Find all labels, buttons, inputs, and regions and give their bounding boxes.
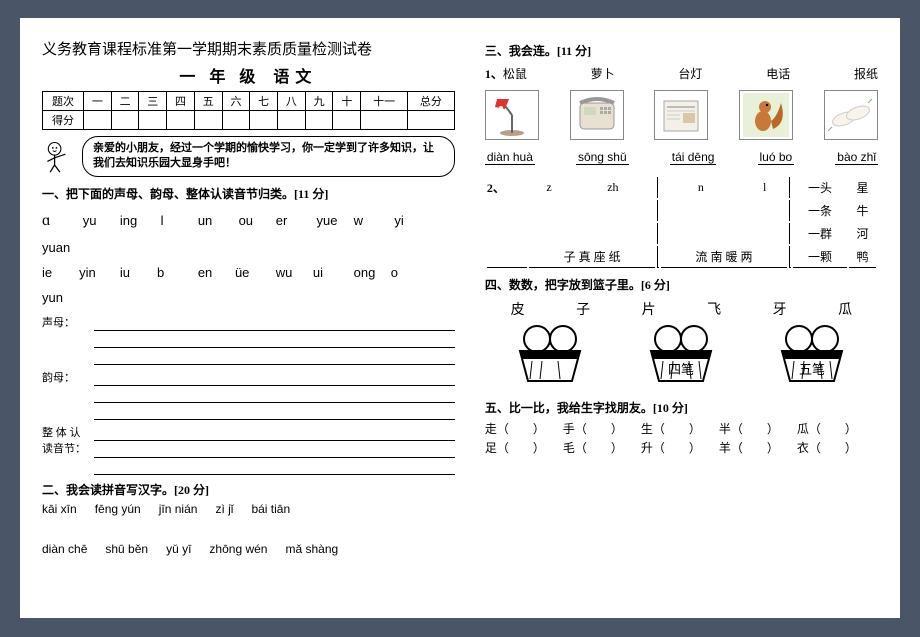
svg-text:五笔: 五笔	[799, 362, 825, 377]
worksheet-page: 义务教育课程标准第一学期期末素质质量检测试卷 一年级语文 题次 一二 三四 五六…	[20, 18, 900, 618]
intro-row: 亲爱的小朋友，经过一个学期的愉快学习，你一定学到了许多知识，让我们去知识乐园大显…	[42, 136, 455, 177]
q2-table: 2、 zzh nl 一头星 一条牛 一群河 子 真 座 纸 流 南 暖 两 一颗…	[485, 175, 878, 270]
pinyin-bank: ɑ yuing lun ouer yuew yiyuan ieyin iub e…	[42, 206, 455, 310]
pinyin-write-row1: kāi xīnfēng yún jīn niánzì jǐ bái tiān	[42, 502, 455, 516]
match-images	[485, 90, 878, 140]
kid-icon	[42, 138, 78, 174]
score-row-label: 得分	[43, 111, 84, 130]
lamp-image	[485, 90, 539, 140]
match-pinyin: diàn huà sōng shǔ tái dēng luó bo bào zh…	[485, 150, 878, 165]
section-1-title: 一、把下面的声母、韵母、整体认读音节归类。[11 分]	[42, 185, 455, 202]
zhengti-row: 整 体 认 读音节：	[42, 426, 455, 475]
exam-title: 义务教育课程标准第一学期期末素质质量检测试卷	[42, 38, 455, 59]
left-column: 义务教育课程标准第一学期期末素质质量检测试卷 一年级语文 题次 一二 三四 五六…	[42, 36, 455, 600]
section-3-title: 三、我会连。[11 分]	[485, 42, 878, 59]
basket-5: 五笔	[772, 323, 852, 389]
score-table: 题次 一二 三四 五六 七八 九十 十一总分 得分	[42, 91, 455, 130]
squirrel-image	[739, 90, 793, 140]
section-2-title: 二、我会读拼音写汉字。[20 分]	[42, 481, 455, 498]
newspaper-image	[654, 90, 708, 140]
score-header-label: 题次	[43, 92, 84, 111]
basket-3: <. />三笔	[510, 323, 590, 389]
shengmu-row: 声母：	[42, 316, 455, 365]
grade-subject: 一年级语文	[42, 63, 455, 87]
yunmu-row: 韵母：	[42, 371, 455, 420]
match-words: 1、松鼠 萝卜 台灯 电话 报纸	[485, 65, 878, 82]
pair-row-1: 走（ ） 手（ ） 生（ ） 半（ ） 瓜（ ）	[485, 420, 878, 437]
basket-4: 四笔	[641, 323, 721, 389]
baskets-row: <. />三笔 四笔 五笔	[485, 323, 878, 389]
stroke-chars: 皮子 片飞 牙瓜	[485, 299, 878, 319]
svg-text:四笔: 四笔	[668, 362, 694, 377]
speech-bubble: 亲爱的小朋友，经过一个学期的愉快学习，你一定学到了许多知识，让我们去知识乐园大显…	[82, 136, 455, 177]
pair-row-2: 足（ ） 毛（ ） 升（ ） 羊（ ） 衣（ ）	[485, 439, 878, 456]
right-column: 三、我会连。[11 分] 1、松鼠 萝卜 台灯 电话 报纸	[485, 36, 878, 600]
section-5-title: 五、比一比，我给生字找朋友。[10 分]	[485, 399, 878, 416]
radish-image	[824, 90, 878, 140]
section-4-title: 四、数数，把字放到篮子里。[6 分]	[485, 276, 878, 293]
phone-image	[570, 90, 624, 140]
pinyin-write-row2: diàn chēshū běn yǔ yīzhōng wén mǎ shàng	[42, 542, 455, 556]
